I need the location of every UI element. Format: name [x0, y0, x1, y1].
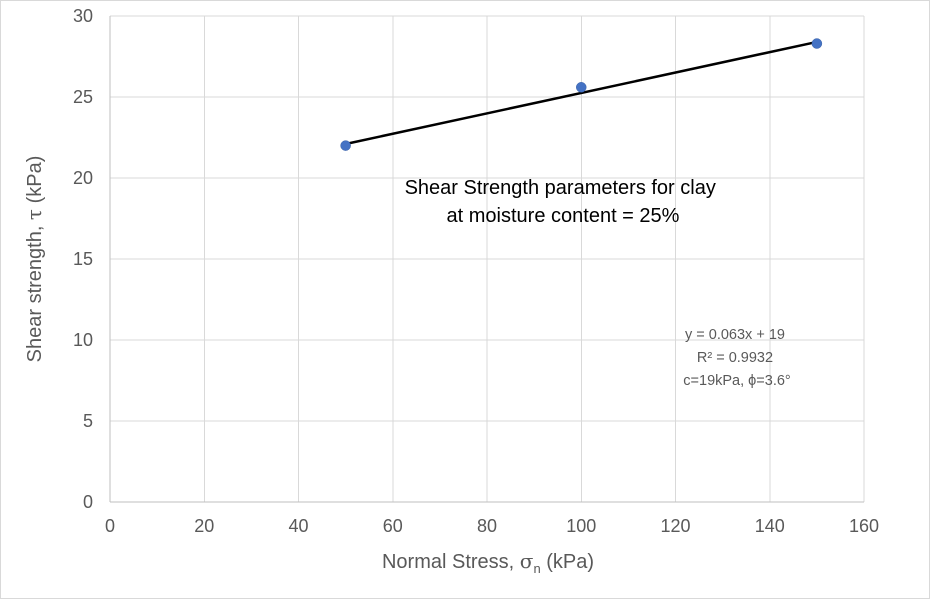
y-tick-label: 20: [73, 168, 93, 188]
inner-title-line-1: Shear Strength parameters for clay: [405, 177, 716, 199]
grid: [109, 15, 865, 503]
data-points: [340, 38, 823, 151]
x-tick-labels: 0 20 40 60 80 100 120 140 160: [105, 516, 879, 536]
x-tick-label: 100: [566, 516, 596, 536]
x-tick-label: 140: [755, 516, 785, 536]
x-tick-label: 0: [105, 516, 115, 536]
y-axis-title-symbol: τ: [22, 209, 46, 220]
data-point: [576, 82, 587, 93]
y-tick-label: 15: [73, 249, 93, 269]
trendline: [345, 40, 818, 146]
x-axis-title-prefix: Normal Stress,: [382, 551, 520, 573]
data-point: [340, 140, 351, 151]
y-tick-label: 0: [83, 492, 93, 512]
y-axis-title: Shear strength, τ (kPa): [22, 156, 46, 363]
y-tick-label: 10: [73, 330, 93, 350]
y-axis-title-prefix: Shear strength,: [24, 220, 46, 362]
x-axis-title: Normal Stress, σn (kPa): [382, 549, 594, 576]
chart-inner-title: Shear Strength parameters for clay at mo…: [405, 177, 722, 227]
y-tick-label: 5: [83, 411, 93, 431]
x-axis-title-subscript: n: [533, 561, 540, 576]
x-axis-title-symbol: σ: [520, 549, 534, 573]
x-tick-label: 20: [194, 516, 214, 536]
parameters-line: c=19kPa, ϕ=3.6°: [683, 373, 790, 389]
inner-title-line-2: at moisture content = 25%: [447, 205, 680, 227]
y-tick-label: 25: [73, 87, 93, 107]
y-axis-title-suffix: (kPa): [24, 156, 46, 209]
trendline-equation: y = 0.063x + 19 R² = 0.9932 c=19kPa, ϕ=3…: [683, 327, 790, 389]
x-tick-label: 160: [849, 516, 879, 536]
x-tick-label: 40: [288, 516, 308, 536]
y-tick-labels: 0 5 10 15 20 25 30: [73, 6, 93, 512]
y-tick-label: 30: [73, 6, 93, 26]
x-tick-label: 60: [383, 516, 403, 536]
x-axis-title-suffix: (kPa): [541, 551, 594, 573]
x-tick-label: 120: [660, 516, 690, 536]
data-point: [811, 38, 823, 49]
r-squared-line: R² = 0.9932: [697, 350, 773, 366]
x-tick-label: 80: [477, 516, 497, 536]
equation-line: y = 0.063x + 19: [685, 327, 785, 343]
